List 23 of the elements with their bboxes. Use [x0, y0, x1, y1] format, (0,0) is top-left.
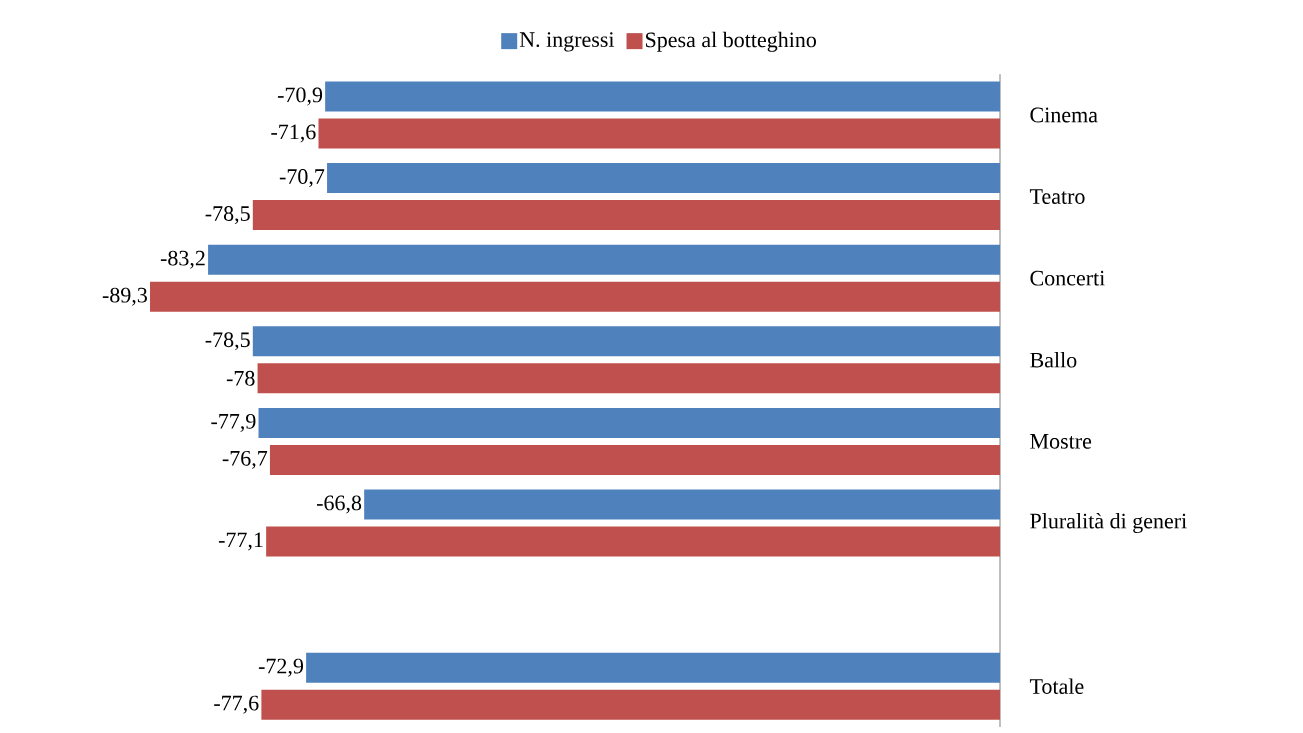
data-label: -78	[226, 370, 255, 386]
legend-label: Spesa al botteghino	[645, 31, 816, 52]
data-label: -70,7	[279, 169, 325, 188]
y-tick-label: Ballo	[1030, 352, 1077, 368]
data-label: -89,3	[102, 287, 147, 306]
y-tick-label: Totale	[1029, 678, 1084, 694]
data-label: -77,6	[214, 695, 259, 714]
data-label: -71,6	[271, 124, 316, 143]
data-label: -70,9	[277, 87, 323, 106]
y-tick-label: Pluralità di generi	[1030, 512, 1187, 534]
data-label: -78,5	[205, 206, 250, 225]
y-tick-label: Concerti	[1030, 270, 1105, 286]
data-label: -72,9	[258, 658, 304, 677]
data-label: -77,1	[218, 532, 263, 551]
y-tick-label: Mostre	[1030, 434, 1092, 449]
data-label: -77,9	[211, 413, 256, 432]
y-tick-label: Cinema	[1030, 107, 1098, 123]
y-tick-label: Teatro	[1029, 189, 1085, 204]
legend-label: N. ingressi	[519, 32, 615, 52]
data-label: -83,2	[160, 250, 205, 269]
data-label: -78,5	[205, 332, 250, 351]
data-label: -76,7	[222, 450, 268, 469]
data-label: -66,8	[316, 495, 362, 514]
